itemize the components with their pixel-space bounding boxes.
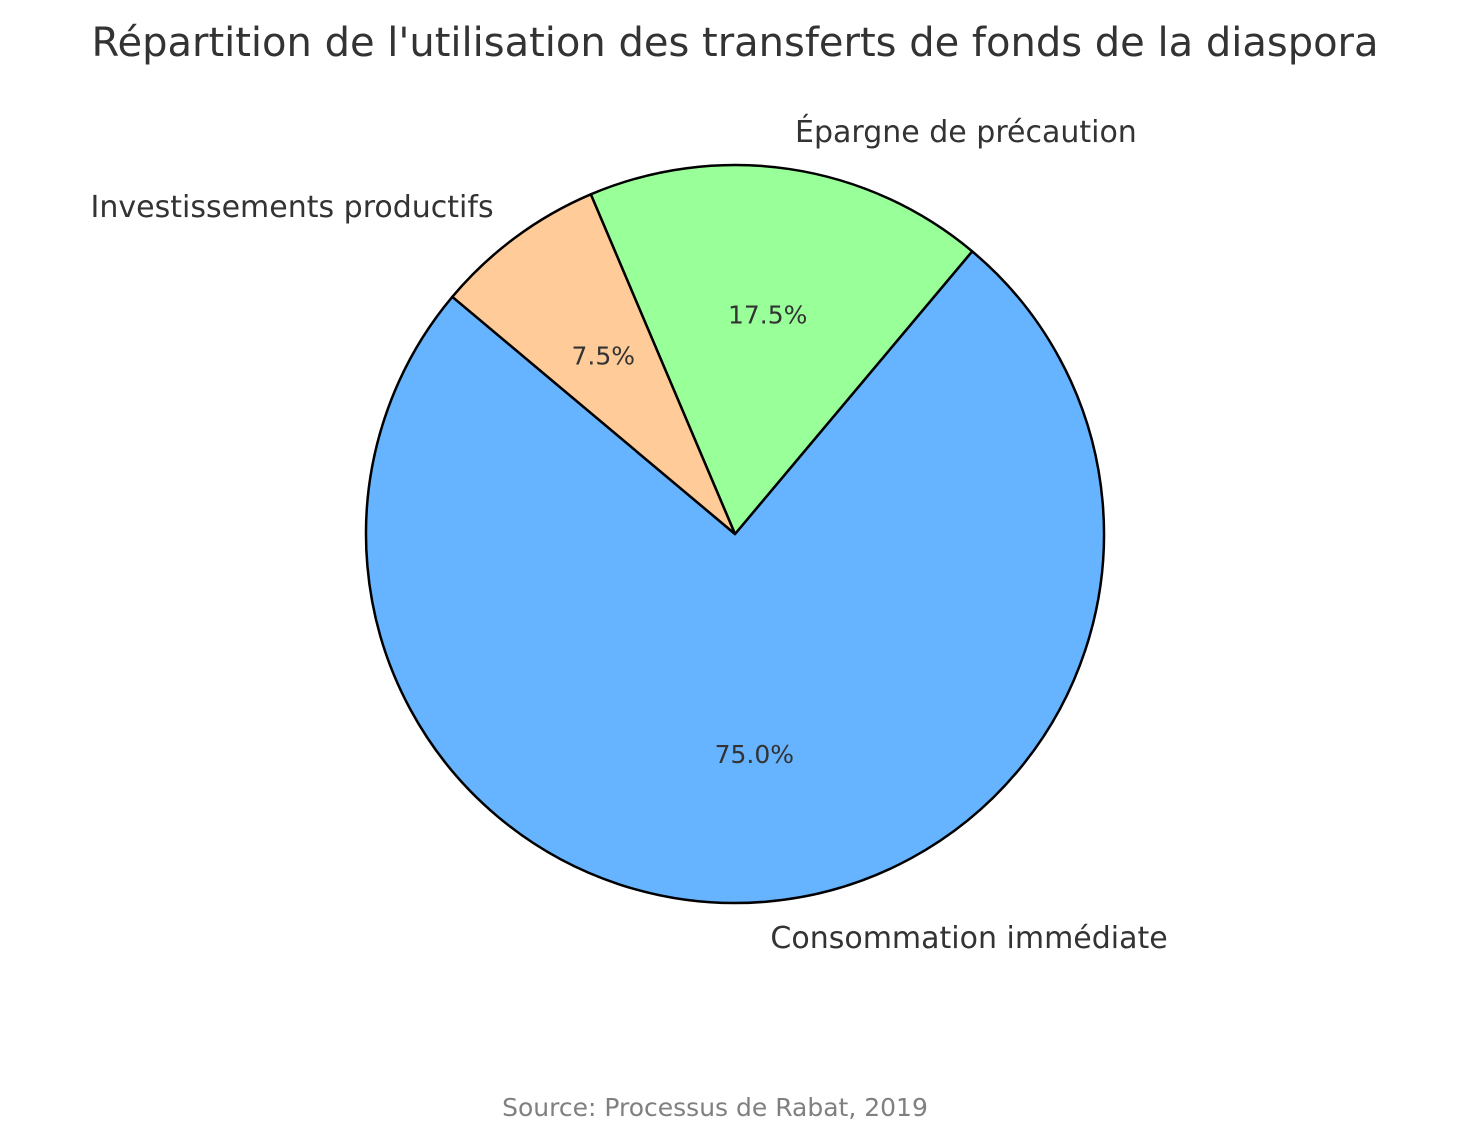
pie-slices [364, 163, 1106, 905]
pie-slice-investissements-productifs [451, 193, 737, 536]
pie-slice-consommation-immediate [364, 250, 1106, 905]
pie-slice-epargne-de-precaution [589, 163, 974, 536]
category-label-consommation-immediate: Consommation immédiate [770, 921, 1167, 956]
pie-labels: 75.0% Consommation immédiate 17.5% Épargne … [91, 114, 1168, 956]
category-label-epargne-de-precaution: Épargne de précaution [795, 114, 1137, 150]
percent-label-investissements-productifs: 7.5% [572, 342, 636, 371]
chart-title: Répartition de l'utilisation des transfe… [91, 20, 1378, 66]
category-label-investissements-productifs: Investissements productifs [91, 190, 494, 225]
percent-label-consommation-immediate: 75.0% [715, 740, 794, 769]
percent-label-epargne-de-precaution: 17.5% [728, 301, 807, 330]
source-note: Source: Processus de Rabat, 2019 [502, 1093, 928, 1122]
